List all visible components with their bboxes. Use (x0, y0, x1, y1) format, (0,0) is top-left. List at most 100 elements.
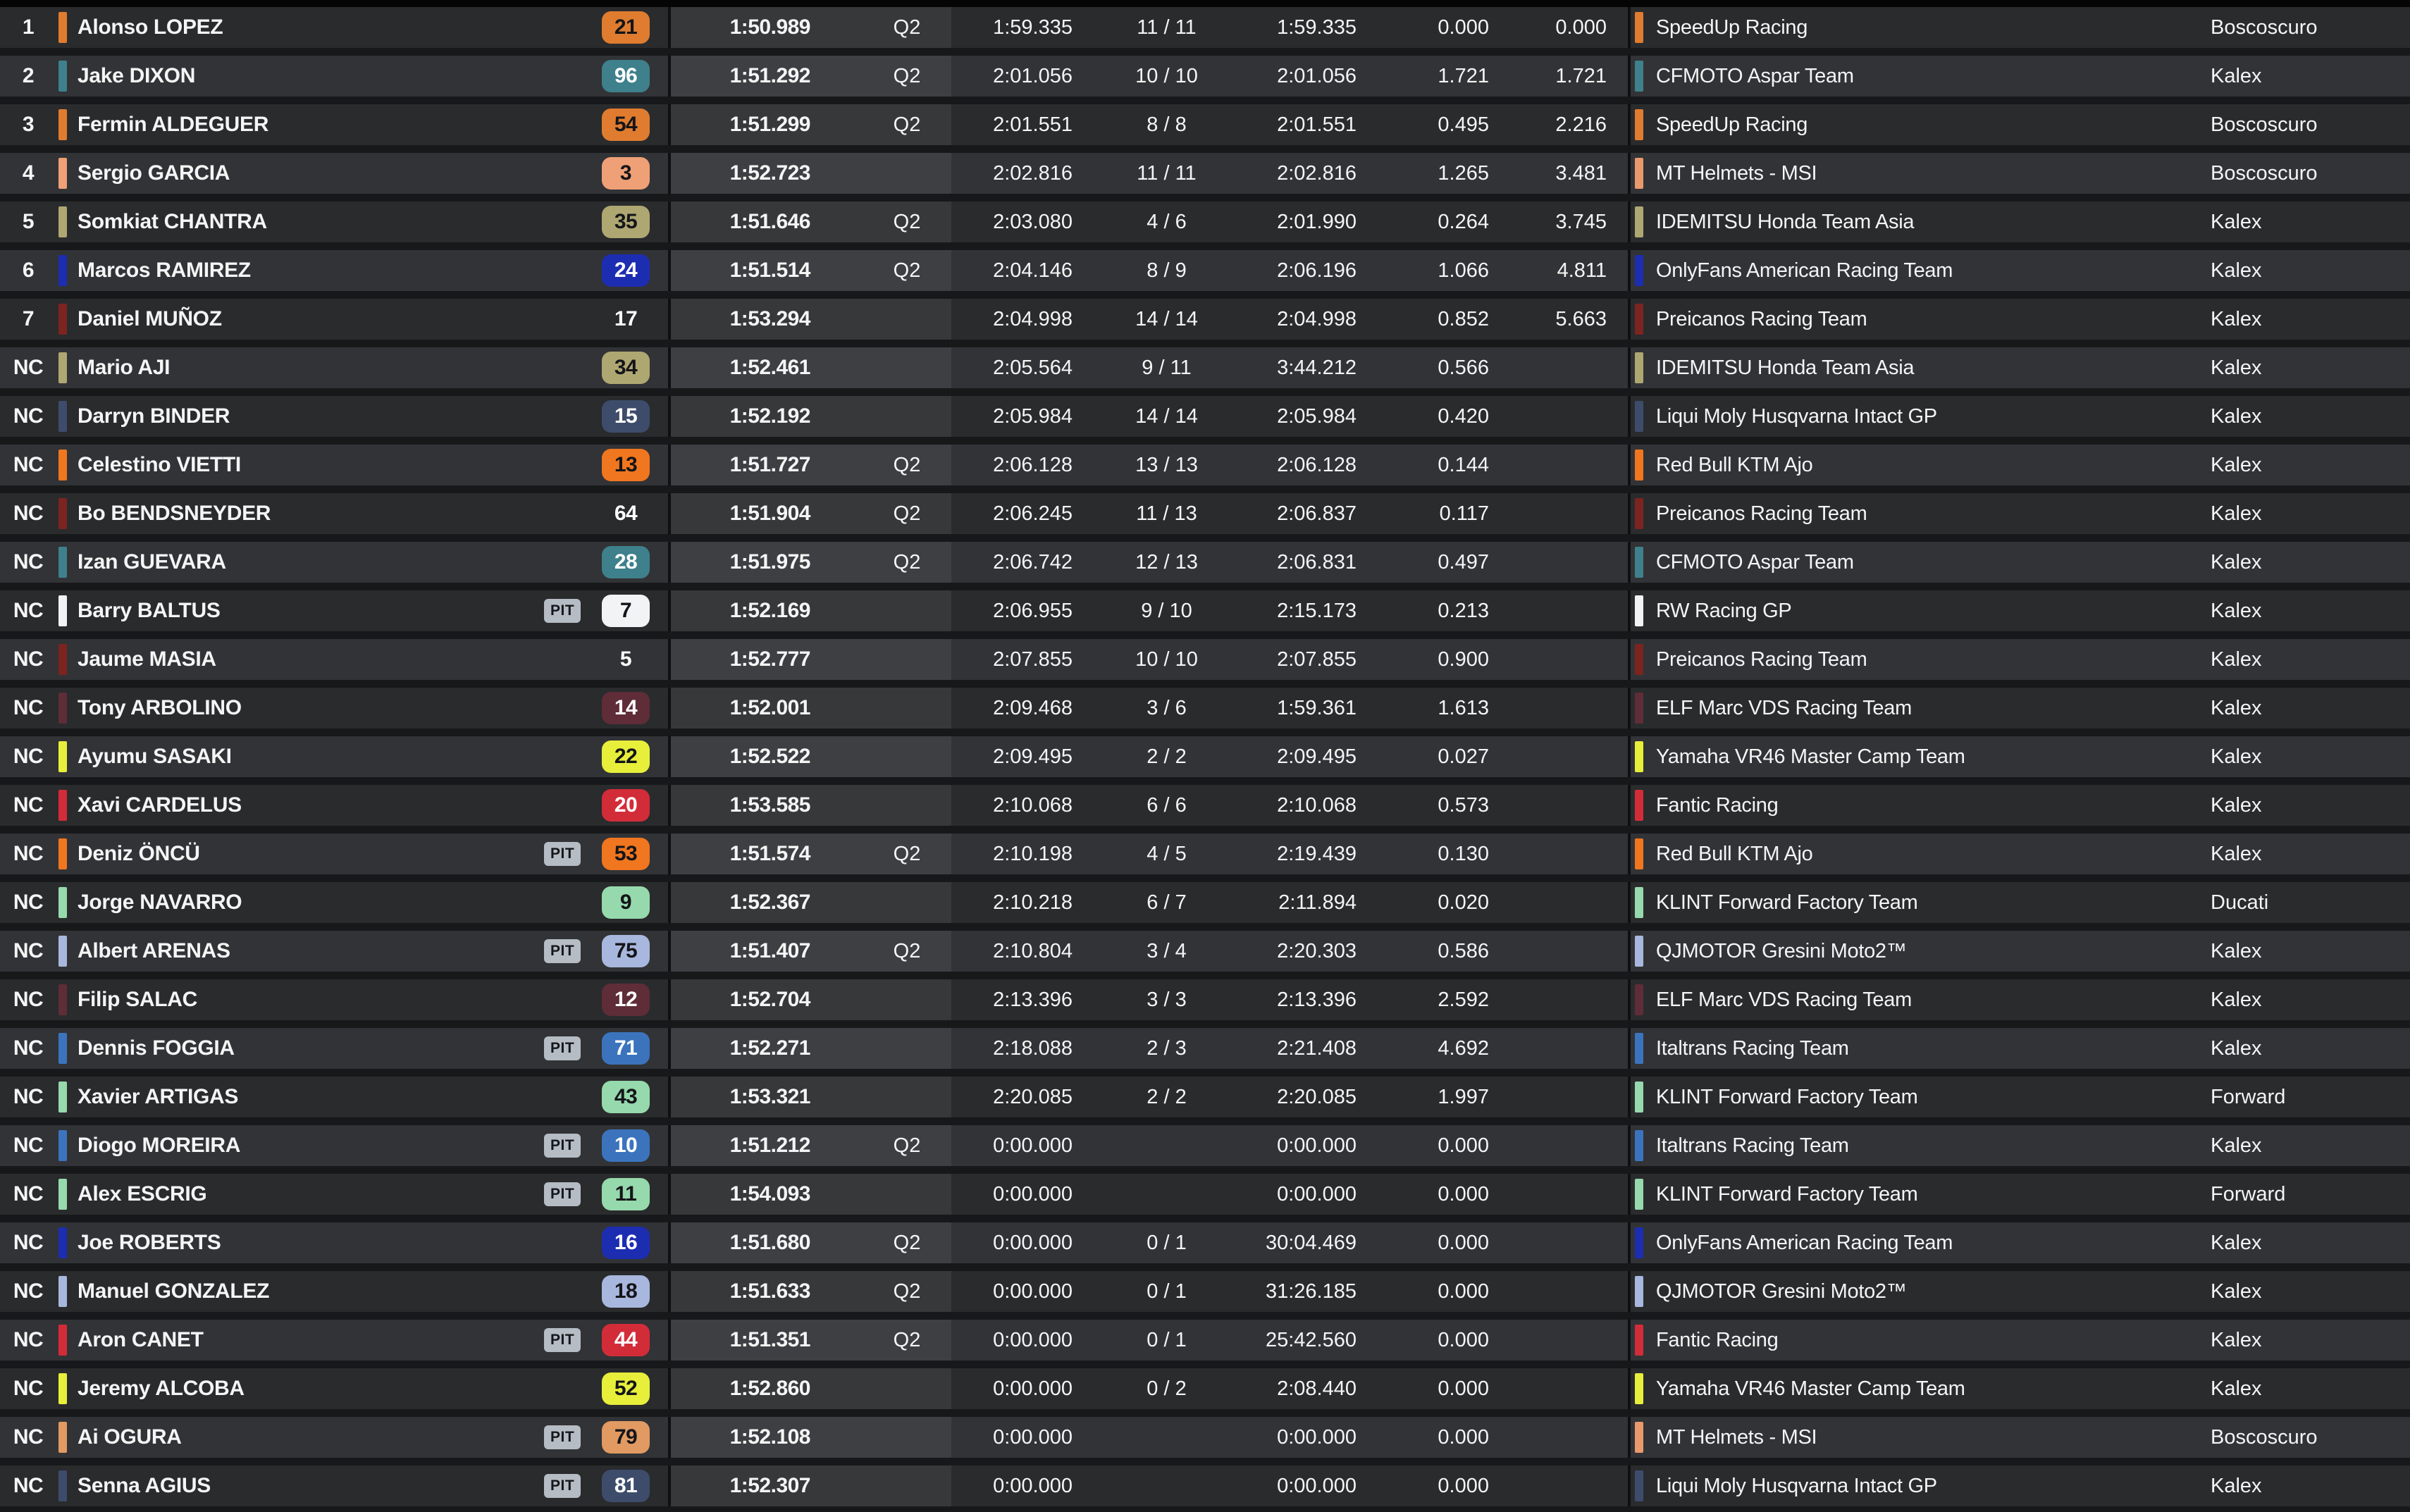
rider-number-badge: 96 (602, 60, 650, 92)
table-row[interactable]: NC Jorge NAVARRO 9 1:52.367 2:10.218 6 /… (0, 882, 2410, 923)
session-lap-time: 1:59.361 (1277, 697, 1357, 719)
chassis-name: Kalex (2211, 259, 2262, 282)
team-name: KLINT Forward Factory Team (1656, 1086, 1918, 1108)
team-name: Liqui Moly Husqvarna Intact GP (1656, 1475, 1937, 1497)
table-row[interactable]: 5 Somkiat CHANTRA 35 1:51.646 Q2 2:03.08… (0, 202, 2410, 242)
gap-to-leader (1490, 1417, 1607, 1458)
rider-color-bar (58, 547, 67, 578)
chassis-name: Ducati (2211, 891, 2269, 914)
column-divider (668, 202, 671, 242)
table-row[interactable]: 1 Alonso LOPEZ 21 1:50.989 Q2 1:59.335 1… (0, 7, 2410, 48)
chassis-name: Kalex (2211, 1329, 2262, 1351)
table-row[interactable]: NC Joe ROBERTS 16 1:51.680 Q2 0:00.000 0… (0, 1222, 2410, 1263)
table-row[interactable]: NC Xavier ARTIGAS 43 1:53.321 2:20.085 2… (0, 1077, 2410, 1117)
table-row[interactable]: NC Albert ARENAS PIT 75 1:51.407 Q2 2:10… (0, 931, 2410, 972)
best-lap-time: 1:52.723 (729, 161, 811, 185)
session-lap-time: 3:44.212 (1277, 357, 1357, 379)
last-lap-time: 2:07.855 (993, 648, 1073, 671)
chassis-name: Kalex (2211, 843, 2262, 865)
position-label: NC (13, 1134, 44, 1157)
table-row[interactable]: NC Jaume MASIA 5 1:52.777 2:07.855 10 / … (0, 639, 2410, 680)
table-row[interactable]: NC Ai OGURA PIT 79 1:52.108 0:00.000 0:0… (0, 1417, 2410, 1458)
best-lap-time: 1:51.514 (729, 259, 811, 282)
session-lap-time: 2:06.128 (1277, 454, 1357, 476)
column-divider (1628, 785, 1631, 826)
rider-name: Joe ROBERTS (78, 1231, 221, 1254)
table-row[interactable]: NC Senna AGIUS PIT 81 1:52.307 0:00.000 … (0, 1465, 2410, 1506)
table-row[interactable]: 4 Sergio GARCIA 3 1:52.723 2:02.816 11 /… (0, 153, 2410, 194)
qualified-session-label: Q2 (893, 843, 921, 865)
gap-to-previous: 0.144 (1438, 454, 1489, 476)
rider-number-badge: 12 (602, 984, 650, 1016)
best-lap-time: 1:51.975 (729, 550, 811, 574)
qualified-session-label (884, 1174, 929, 1215)
table-row[interactable]: NC Filip SALAC 12 1:52.704 2:13.396 3 / … (0, 979, 2410, 1020)
table-row[interactable]: NC Darryn BINDER 15 1:52.192 2:05.984 14… (0, 396, 2410, 437)
table-row[interactable]: NC Manuel GONZALEZ 18 1:51.633 Q2 0:00.0… (0, 1271, 2410, 1312)
table-row[interactable]: NC Deniz ÖNCÜ PIT 53 1:51.574 Q2 2:10.19… (0, 834, 2410, 874)
rider-number-badge: 54 (602, 109, 650, 141)
last-lap-time: 2:09.468 (993, 697, 1073, 719)
table-row[interactable]: 3 Fermin ALDEGUER 54 1:51.299 Q2 2:01.55… (0, 104, 2410, 145)
chassis-name: Kalex (2211, 1037, 2262, 1060)
rider-color-bar (58, 255, 67, 286)
table-row[interactable]: 6 Marcos RAMIREZ 24 1:51.514 Q2 2:04.146… (0, 250, 2410, 291)
gap-to-leader: 0.000 (1555, 16, 1607, 39)
table-row[interactable]: NC Bo BENDSNEYDER 64 1:51.904 Q2 2:06.24… (0, 493, 2410, 534)
chassis-name: Kalex (2211, 308, 2262, 330)
column-divider (1628, 736, 1631, 777)
column-divider (1628, 445, 1631, 485)
rider-name: Filip SALAC (78, 988, 198, 1011)
table-row[interactable]: NC Jeremy ALCOBA 52 1:52.860 0:00.000 0 … (0, 1368, 2410, 1409)
rider-color-bar (58, 450, 67, 481)
column-divider (668, 639, 671, 680)
column-divider (1628, 834, 1631, 874)
gap-to-leader (1490, 493, 1607, 534)
team-color-bar (1635, 450, 1643, 481)
column-divider (668, 542, 671, 583)
table-row[interactable]: NC Ayumu SASAKI 22 1:52.522 2:09.495 2 /… (0, 736, 2410, 777)
rider-name: Jeremy ALCOBA (78, 1377, 245, 1400)
team-name: RW Racing GP (1656, 600, 1792, 622)
table-row[interactable]: NC Aron CANET PIT 44 1:51.351 Q2 0:00.00… (0, 1320, 2410, 1361)
rider-color-bar (58, 693, 67, 724)
table-row[interactable]: NC Izan GUEVARA 28 1:51.975 Q2 2:06.742 … (0, 542, 2410, 583)
team-name: KLINT Forward Factory Team (1656, 1183, 1918, 1206)
table-row[interactable]: NC Tony ARBOLINO 14 1:52.001 2:09.468 3 … (0, 688, 2410, 729)
team-color-bar (1635, 1325, 1643, 1356)
chassis-name: Kalex (2211, 454, 2262, 476)
gap-to-leader (1490, 1465, 1607, 1506)
column-divider (668, 688, 671, 729)
table-row[interactable]: 2 Jake DIXON 96 1:51.292 Q2 2:01.056 10 … (0, 56, 2410, 97)
table-row[interactable]: NC Diogo MOREIRA PIT 10 1:51.212 Q2 0:00… (0, 1125, 2410, 1166)
position-label: NC (13, 696, 44, 719)
table-row[interactable]: NC Xavi CARDELUS 20 1:53.585 2:10.068 6 … (0, 785, 2410, 826)
column-divider (668, 1077, 671, 1117)
best-lap-time: 1:52.461 (729, 356, 811, 379)
table-row[interactable]: NC Mario AJI 34 1:52.461 2:05.564 9 / 11… (0, 347, 2410, 388)
team-name: CFMOTO Aspar Team (1656, 65, 1854, 87)
chassis-name: Kalex (2211, 745, 2262, 768)
team-color-bar (1635, 1422, 1643, 1453)
table-row[interactable]: NC Barry BALTUS PIT 7 1:52.169 2:06.955 … (0, 590, 2410, 631)
gap-to-leader (1490, 834, 1607, 874)
gap-to-leader (1490, 736, 1607, 777)
column-divider (1628, 1417, 1631, 1458)
best-lap-time: 1:51.904 (729, 502, 811, 525)
column-divider (1628, 1368, 1631, 1409)
table-row[interactable]: NC Celestino VIETTI 13 1:51.727 Q2 2:06.… (0, 445, 2410, 485)
position-label: NC (13, 1377, 44, 1400)
gap-to-previous: 0.000 (1438, 1134, 1489, 1157)
chassis-name: Kalex (2211, 1134, 2262, 1157)
gap-to-previous: 0.000 (1438, 1232, 1489, 1254)
rider-color-bar (58, 644, 67, 675)
table-row[interactable]: NC Dennis FOGGIA PIT 71 1:52.271 2:18.08… (0, 1028, 2410, 1069)
pit-badge: PIT (544, 599, 581, 623)
position-label: 2 (22, 64, 35, 87)
gap-to-leader: 3.481 (1555, 162, 1607, 185)
session-lap-time: 2:13.396 (1277, 989, 1357, 1011)
best-lap-time: 1:52.307 (729, 1474, 811, 1497)
table-row[interactable]: 7 Daniel MUÑOZ 17 1:53.294 2:04.998 14 /… (0, 299, 2410, 340)
chassis-name: Kalex (2211, 794, 2262, 817)
table-row[interactable]: NC Alex ESCRIG PIT 11 1:54.093 0:00.000 … (0, 1174, 2410, 1215)
